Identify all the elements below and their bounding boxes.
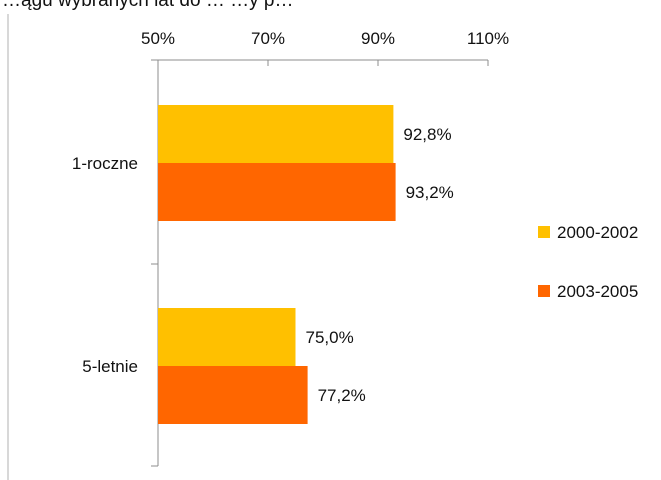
- legend-label: 2000-2002: [557, 223, 638, 242]
- bar: [158, 105, 394, 163]
- x-tick-label: 110%: [467, 29, 509, 48]
- legend-swatch: [538, 285, 550, 297]
- category-label: 1-roczne: [72, 154, 138, 173]
- data-label: 93,2%: [406, 183, 454, 202]
- bar: [158, 308, 296, 366]
- category-label: 5-letnie: [82, 357, 138, 376]
- legend-label: 2003-2005: [557, 282, 638, 301]
- bar: [158, 163, 396, 221]
- data-label: 92,8%: [403, 125, 451, 144]
- data-label: 77,2%: [318, 386, 366, 405]
- legend-swatch: [538, 226, 550, 238]
- data-label: 75,0%: [306, 328, 354, 347]
- x-tick-label: 70%: [251, 29, 285, 48]
- x-tick-label: 50%: [141, 29, 175, 48]
- x-tick-label: 90%: [361, 29, 395, 48]
- bar: [158, 366, 308, 424]
- chart-title: …ągu wybranych lat do … …y p…: [2, 0, 293, 11]
